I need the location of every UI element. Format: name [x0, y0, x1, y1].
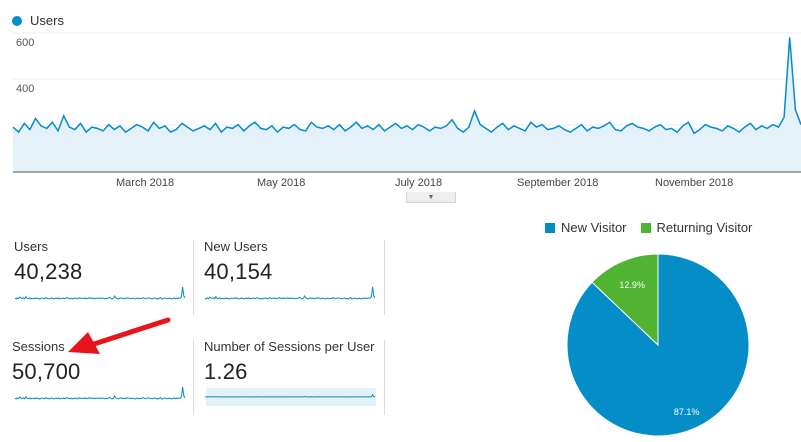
x-tick-september-2018: September 2018	[517, 177, 599, 189]
metric-sessions-per-user-value: 1.26	[204, 359, 248, 384]
pie-legend: New Visitor Returning Visitor	[545, 220, 752, 235]
x-tick-march-2018: March 2018	[116, 177, 175, 189]
y-tick-600: 600	[16, 37, 35, 49]
metric-sessions-per-user-label[interactable]: Number of Sessions per User	[204, 339, 375, 354]
metric-users-sparkline	[14, 286, 186, 300]
users-legend-dot	[12, 15, 22, 26]
metric-users-label[interactable]: Users	[14, 239, 48, 254]
sessions-per-user-sparkline-line	[204, 393, 376, 398]
users-sparkline-line	[14, 286, 186, 300]
red-arrow-annotation	[68, 317, 171, 354]
pie-label-returning-visitor: 12.9%	[619, 280, 645, 290]
metric-new-users-label[interactable]: New Users	[204, 239, 268, 254]
metric-new-users-sparkline	[204, 286, 376, 300]
metric-divider	[193, 340, 194, 415]
arrow-shaft	[91, 317, 171, 347]
metric-users-value: 40,238	[14, 259, 83, 284]
returning-visitor-legend-swatch	[640, 222, 651, 233]
users-series-line	[12, 37, 801, 135]
metric-sessions-per-user-sparkline	[204, 388, 376, 406]
metric-sessions-value: 50,700	[12, 359, 81, 384]
new-users-sparkline-line	[204, 286, 376, 300]
users-series-area	[13, 37, 801, 173]
metric-divider	[384, 240, 385, 315]
metric-divider	[384, 340, 385, 415]
x-tick-july-2018: July 2018	[395, 177, 443, 189]
pie-label-new-visitor: 87.1%	[674, 407, 700, 417]
users-legend-label: Users	[30, 13, 64, 28]
chevron-down-icon: ▼	[427, 193, 435, 201]
metric-sessions-label[interactable]: Sessions	[12, 339, 65, 354]
main-line-chart	[12, 32, 801, 173]
metric-sessions-sparkline	[14, 386, 186, 400]
pie-slice-returning-visitor[interactable]	[591, 253, 659, 347]
chart-collapse-toggle[interactable]: ▼	[406, 192, 456, 203]
x-tick-november-2018: November 2018	[655, 177, 734, 189]
returning-visitor-legend-label[interactable]: Returning Visitor	[656, 220, 753, 235]
new-visitor-legend-swatch	[545, 222, 555, 233]
visitor-pie-chart: 87.1% 12.9%	[566, 253, 750, 437]
new-visitor-legend-label[interactable]: New Visitor	[561, 220, 627, 235]
metric-divider	[193, 240, 194, 315]
arrow-head	[68, 332, 100, 354]
y-tick-400: 400	[16, 83, 35, 95]
metric-new-users-value: 40,154	[204, 259, 273, 284]
x-tick-may-2018: May 2018	[257, 177, 306, 189]
main-chart-legend: Users	[12, 13, 64, 28]
sessions-sparkline-line	[14, 386, 186, 400]
